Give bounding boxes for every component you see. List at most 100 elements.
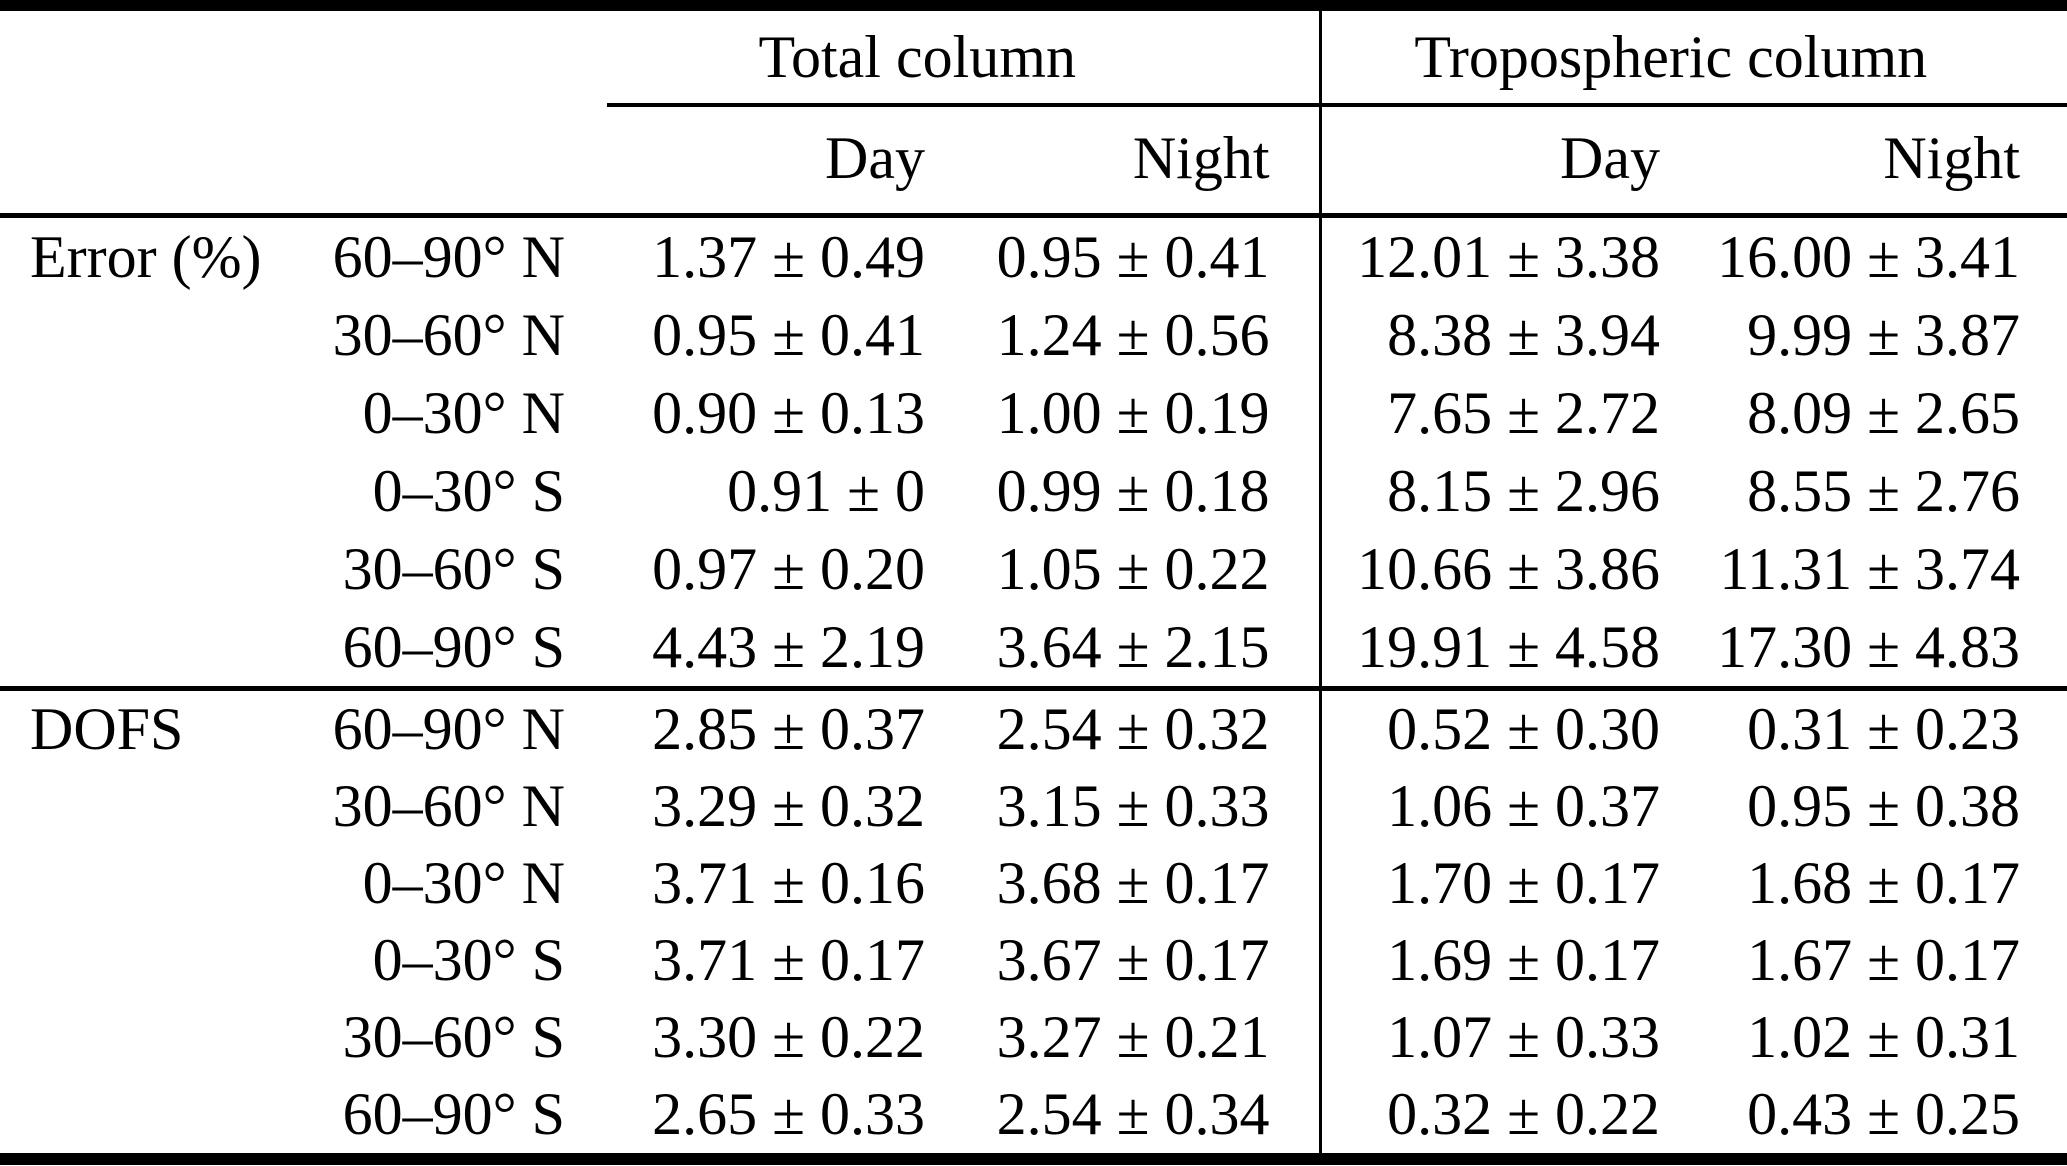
value-trop-day: 8.38 ± 3.94 xyxy=(1387,301,1660,368)
spacer-cell xyxy=(0,845,300,922)
value-total-night: 3.67 ± 0.17 xyxy=(925,922,1322,999)
latitude-band-label: 0–30° S xyxy=(372,927,565,993)
subheader-total-day: Day xyxy=(565,103,925,218)
spacer-cell xyxy=(0,374,300,452)
value-total-night: 3.68 ± 0.17 xyxy=(925,845,1322,922)
value-total-day: 3.29 ± 0.32 xyxy=(652,773,925,839)
value-total-day: 3.30 ± 0.22 xyxy=(652,1004,925,1070)
table-row: 0–30° S 3.71 ± 0.17 3.67 ± 0.17 1.69 ± 0… xyxy=(0,922,2067,999)
value-trop-day: 1.06 ± 0.37 xyxy=(1387,773,1660,839)
value-total-day: 2.65 ± 0.33 xyxy=(652,1081,925,1147)
section-label-error: Error (%) xyxy=(30,223,262,290)
header-spacer-cell xyxy=(0,103,565,218)
value-trop-night: 1.67 ± 0.17 xyxy=(1747,927,2021,993)
table-row: 0–30° N 3.71 ± 0.16 3.68 ± 0.17 1.70 ± 0… xyxy=(0,845,2067,922)
value-trop-night: 17.30 ± 4.83 xyxy=(1660,608,2067,691)
section-dofs: DOFS 60–90° N 2.85 ± 0.37 2.54 ± 0.32 0.… xyxy=(0,688,2067,1159)
value-total-day: 0.97 ± 0.20 xyxy=(652,535,925,602)
latitude-band-label: 60–90° N xyxy=(332,223,565,290)
table-row: 60–90° S 2.65 ± 0.33 2.54 ± 0.34 0.32 ± … xyxy=(0,1076,2067,1159)
value-trop-day: 1.69 ± 0.17 xyxy=(1387,927,1660,993)
value-trop-day: 12.01 ± 3.38 xyxy=(1357,223,1660,290)
header-spacer-cell xyxy=(0,6,565,104)
table-row: DOFS 60–90° N 2.85 ± 0.37 2.54 ± 0.32 0.… xyxy=(0,688,2067,768)
latitude-band-label: 30–60° N xyxy=(332,773,565,839)
section-label-dofs: DOFS xyxy=(30,696,184,762)
value-trop-night: 0.43 ± 0.25 xyxy=(1747,1081,2021,1147)
column-group-header-row: Total column Tropospheric column xyxy=(0,5,2067,104)
value-total-night: 3.15 ± 0.33 xyxy=(925,768,1322,845)
value-total-day: 0.91 ± 0 xyxy=(727,457,925,524)
value-total-night: 2.54 ± 0.32 xyxy=(925,688,1322,768)
value-total-night: 0.95 ± 0.41 xyxy=(925,215,1322,296)
value-trop-night: 0.95 ± 0.38 xyxy=(1747,773,2021,839)
spacer-cell xyxy=(0,452,300,530)
value-trop-day: 1.07 ± 0.33 xyxy=(1387,1004,1660,1070)
table-row: 30–60° S 0.97 ± 0.20 1.05 ± 0.22 10.66 ±… xyxy=(0,530,2067,608)
value-total-night: 2.54 ± 0.34 xyxy=(925,1076,1322,1159)
section-error: Error (%) 60–90° N 1.37 ± 0.49 0.95 ± 0.… xyxy=(0,215,2067,691)
value-trop-day: 0.32 ± 0.22 xyxy=(1387,1081,1660,1147)
value-trop-night: 8.09 ± 2.65 xyxy=(1747,379,2021,446)
value-trop-day: 8.15 ± 2.96 xyxy=(1387,457,1660,524)
value-trop-night: 1.68 ± 0.17 xyxy=(1747,850,2021,916)
table-header: Total column Tropospheric column Day Nig… xyxy=(0,5,2067,218)
value-trop-night: 16.00 ± 3.41 xyxy=(1717,223,2021,290)
latitude-band-label: 60–90° N xyxy=(332,696,565,762)
spacer-cell xyxy=(0,1076,300,1159)
table-row: Error (%) 60–90° N 1.37 ± 0.49 0.95 ± 0.… xyxy=(0,215,2067,296)
table-row: 60–90° S 4.43 ± 2.19 3.64 ± 2.15 19.91 ±… xyxy=(0,608,2067,691)
table-row: 0–30° N 0.90 ± 0.13 1.00 ± 0.19 7.65 ± 2… xyxy=(0,374,2067,452)
value-total-day: 1.37 ± 0.49 xyxy=(652,223,925,290)
value-trop-day: 7.65 ± 2.72 xyxy=(1387,379,1660,446)
table-row: 0–30° S 0.91 ± 0 0.99 ± 0.18 8.15 ± 2.96… xyxy=(0,452,2067,530)
value-total-night: 3.27 ± 0.21 xyxy=(925,999,1322,1076)
column-group-total: Total column xyxy=(565,5,1322,103)
value-total-night: 1.24 ± 0.56 xyxy=(925,296,1322,374)
value-total-night: 3.64 ± 2.15 xyxy=(925,608,1322,691)
value-trop-day: 1.70 ± 0.17 xyxy=(1387,850,1660,916)
table-row: 30–60° N 3.29 ± 0.32 3.15 ± 0.33 1.06 ± … xyxy=(0,768,2067,845)
spacer-cell xyxy=(0,922,300,999)
latitude-band-label: 0–30° N xyxy=(362,850,565,916)
latitude-band-label: 30–60° N xyxy=(332,301,565,368)
value-total-day: 2.85 ± 0.37 xyxy=(652,696,925,762)
value-trop-day: 19.91 ± 4.58 xyxy=(1320,608,1660,691)
value-total-day: 0.95 ± 0.41 xyxy=(652,301,925,368)
subheader-total-night: Night xyxy=(925,103,1322,218)
value-total-day: 3.71 ± 0.17 xyxy=(652,927,925,993)
latitude-band-label: 0–30° S xyxy=(372,457,565,524)
spacer-cell xyxy=(0,296,300,374)
latitude-band-label: 30–60° S xyxy=(342,535,565,602)
spacer-cell xyxy=(0,608,300,691)
latitude-band-label: 30–60° S xyxy=(342,1004,565,1070)
value-trop-night: 1.02 ± 0.31 xyxy=(1747,1004,2021,1070)
table-row: 30–60° S 3.30 ± 0.22 3.27 ± 0.21 1.07 ± … xyxy=(0,999,2067,1076)
column-group-tropospheric: Tropospheric column xyxy=(1414,23,1928,90)
value-total-night: 0.99 ± 0.18 xyxy=(925,452,1322,530)
value-total-day: 3.71 ± 0.16 xyxy=(652,850,925,916)
value-trop-day: 10.66 ± 3.86 xyxy=(1357,535,1660,602)
spacer-cell xyxy=(0,768,300,845)
value-total-day: 4.43 ± 2.19 xyxy=(565,608,925,691)
subheader-trop-night: Night xyxy=(1660,103,2067,218)
value-trop-night: 8.55 ± 2.76 xyxy=(1747,457,2021,524)
value-trop-day: 0.52 ± 0.30 xyxy=(1387,696,1660,762)
table-row: 30–60° N 0.95 ± 0.41 1.24 ± 0.56 8.38 ± … xyxy=(0,296,2067,374)
latitude-band-label: 0–30° N xyxy=(362,379,565,446)
value-trop-night: 9.99 ± 3.87 xyxy=(1747,301,2021,368)
latitude-band-label: 60–90° S xyxy=(300,608,565,691)
value-total-night: 1.05 ± 0.22 xyxy=(925,530,1322,608)
value-trop-night: 11.31 ± 3.74 xyxy=(1719,535,2021,602)
subheader-row: Day Night Day Night xyxy=(0,103,2067,218)
value-trop-night: 0.31 ± 0.23 xyxy=(1747,696,2021,762)
latitude-band-label: 60–90° S xyxy=(342,1081,565,1147)
subheader-trop-day: Day xyxy=(1320,103,1660,218)
value-total-night: 1.00 ± 0.19 xyxy=(925,374,1322,452)
group-header-underline-rule xyxy=(607,103,2067,107)
spacer-cell xyxy=(0,999,300,1076)
spacer-cell xyxy=(0,530,300,608)
value-total-day: 0.90 ± 0.13 xyxy=(652,379,925,446)
